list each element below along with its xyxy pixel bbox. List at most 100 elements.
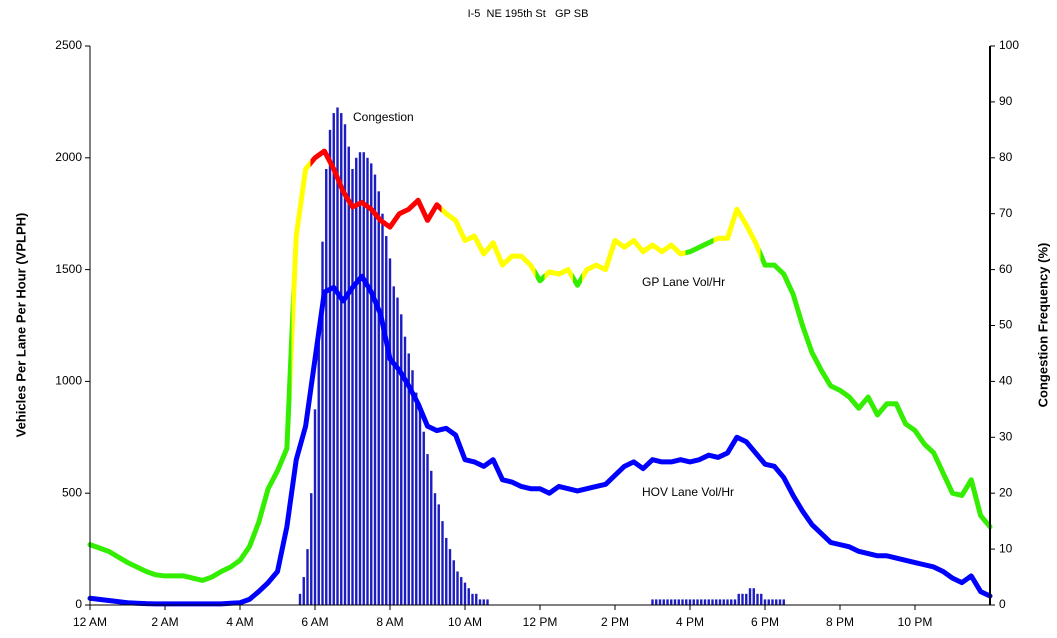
y2-tick-label: 50 [999, 318, 1013, 332]
bar [415, 392, 418, 605]
bar [681, 599, 684, 605]
bar [711, 599, 714, 605]
y2-tick-label: 100 [999, 38, 1019, 52]
bar [317, 325, 320, 605]
bar [748, 588, 752, 605]
bar [452, 560, 455, 605]
bar [422, 431, 425, 605]
bar [782, 599, 785, 605]
bar [692, 599, 695, 605]
bar [655, 599, 658, 605]
bar [411, 370, 414, 605]
bar [475, 593, 478, 605]
bar [343, 124, 347, 605]
bar [351, 168, 354, 606]
bar [718, 599, 722, 605]
bar [670, 599, 673, 605]
bar [478, 599, 482, 605]
bar [418, 409, 422, 605]
x-tick-label: 8 PM [826, 615, 854, 629]
y-tick-label: 2000 [55, 150, 82, 164]
bar [396, 297, 399, 605]
bar [433, 493, 437, 605]
bar [325, 168, 328, 606]
y2-tick-label: 70 [999, 206, 1013, 220]
bar [407, 353, 410, 605]
bar [673, 599, 677, 605]
series-label: Congestion [353, 110, 414, 124]
bar [321, 241, 324, 605]
bar [448, 549, 452, 605]
x-tick-label: 12 AM [73, 615, 107, 629]
bar [306, 549, 309, 605]
x-tick-label: 6 AM [301, 615, 328, 629]
bar [688, 599, 692, 605]
bar [486, 599, 489, 605]
x-tick-label: 10 PM [898, 615, 933, 629]
y2-tick-label: 60 [999, 262, 1013, 276]
bar [460, 577, 463, 605]
x-tick-label: 10 AM [448, 615, 482, 629]
x-tick-label: 2 PM [601, 615, 629, 629]
bar [730, 599, 733, 605]
bar [328, 129, 332, 605]
bar [340, 113, 343, 605]
bar [767, 599, 770, 605]
bar [463, 582, 467, 605]
y2-tick-label: 10 [999, 541, 1013, 555]
bar [347, 146, 350, 605]
bar [715, 599, 718, 605]
y-tick-label: 0 [75, 597, 82, 611]
bar [745, 593, 748, 605]
y2-tick-label: 80 [999, 150, 1013, 164]
bar [471, 593, 474, 605]
bar [726, 599, 729, 605]
bar [760, 593, 763, 605]
bar [696, 599, 699, 605]
bar [722, 599, 725, 605]
y2-tick-label: 20 [999, 485, 1013, 499]
bar [441, 521, 444, 605]
bar [332, 113, 335, 605]
bar [373, 174, 377, 605]
bar [756, 593, 759, 605]
y2-tick-label: 90 [999, 94, 1013, 108]
bar [677, 599, 680, 605]
bar [377, 191, 380, 605]
bar [403, 336, 407, 605]
bar [741, 593, 744, 605]
x-tick-label: 2 AM [151, 615, 178, 629]
bar [400, 314, 403, 605]
bar [362, 152, 365, 605]
x-tick-label: 12 PM [523, 615, 558, 629]
bar [385, 236, 388, 605]
bar [658, 599, 662, 605]
bar [771, 599, 774, 605]
bar [370, 163, 373, 605]
bar [700, 599, 703, 605]
y-tick-label: 1000 [55, 374, 82, 388]
y-axis-title: Vehicles Per Lane Per Hour (VPLPH) [13, 213, 28, 438]
bar [366, 157, 369, 606]
bar [737, 593, 740, 605]
bar [445, 537, 448, 605]
bar [456, 571, 459, 605]
x-tick-label: 4 AM [226, 615, 253, 629]
bar [302, 577, 305, 605]
y2-tick-label: 40 [999, 374, 1013, 388]
series-label: GP Lane Vol/Hr [642, 275, 725, 289]
bar [707, 599, 710, 605]
bar [355, 157, 358, 606]
bar [430, 470, 433, 605]
bar [733, 599, 737, 605]
bar [336, 107, 339, 606]
bar [298, 593, 302, 605]
x-tick-label: 4 PM [676, 615, 704, 629]
bar [685, 599, 688, 605]
bar [358, 152, 362, 605]
bar [381, 213, 384, 605]
bar [467, 588, 470, 605]
bar [651, 599, 654, 605]
